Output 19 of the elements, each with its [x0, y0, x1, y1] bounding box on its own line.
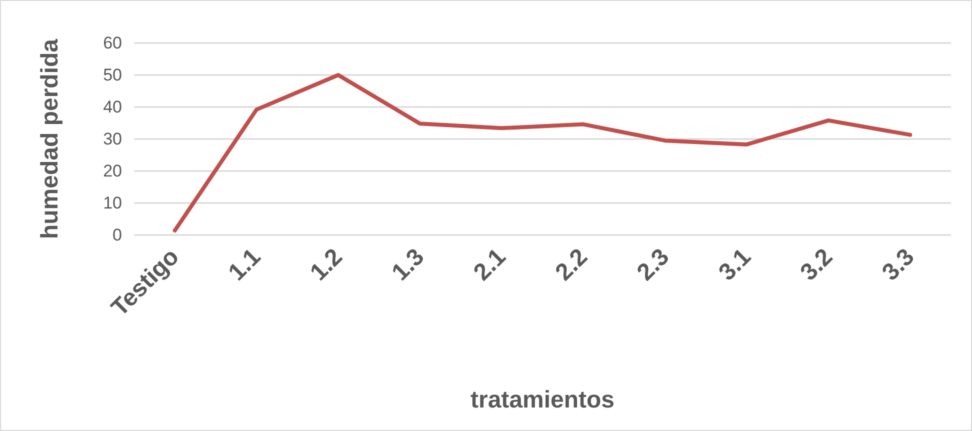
x-tick-label: 3.1	[714, 243, 756, 286]
x-tick-label: 2.2	[550, 243, 593, 286]
x-tick-label: 2.3	[632, 243, 675, 286]
y-tick-label: 30	[103, 130, 122, 148]
line-series	[172, 73, 912, 233]
x-tick-label: 2.1	[468, 243, 512, 286]
x-tick-label: 1.2	[305, 243, 348, 286]
x-tick-label: 1.1	[223, 243, 266, 286]
x-axis-title: tratamientos	[470, 386, 615, 414]
y-tick-label: 20	[103, 162, 122, 180]
x-tick-label: 1.3	[386, 243, 430, 286]
y-tick-label: 40	[103, 98, 122, 116]
y-axis-title: humedad perdida	[36, 38, 64, 240]
y-tick-label: 10	[103, 194, 122, 212]
y-tick-label: 0	[112, 226, 122, 244]
x-tick-label: 3.3	[877, 243, 920, 286]
y-tick-label: 50	[103, 66, 122, 84]
x-tick-label: 3.2	[795, 243, 838, 286]
y-tick-label: 60	[103, 34, 122, 52]
